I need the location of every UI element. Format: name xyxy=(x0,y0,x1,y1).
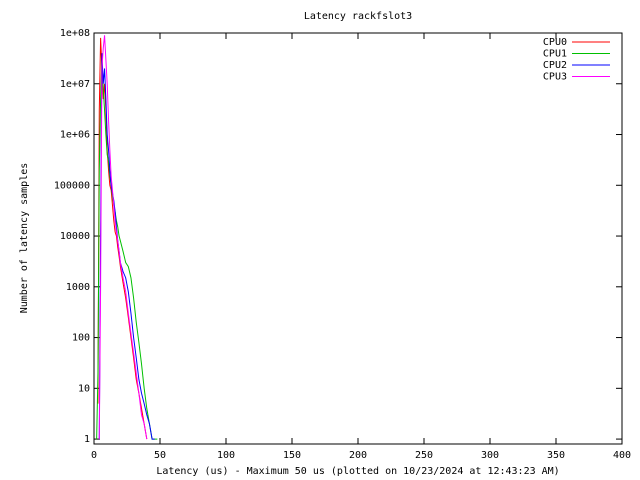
x-tick-label: 150 xyxy=(283,450,301,461)
x-tick-label: 350 xyxy=(547,450,565,461)
series-line xyxy=(98,53,155,440)
series-line xyxy=(97,37,148,440)
x-tick-label: 300 xyxy=(481,450,499,461)
legend-label: CPU3 xyxy=(543,72,567,83)
series-line xyxy=(96,59,158,440)
x-tick-label: 100 xyxy=(217,450,235,461)
x-axis-label: Latency (us) - Maximum 50 us (plotted on… xyxy=(156,466,559,477)
x-tick-label: 400 xyxy=(613,450,631,461)
legend-label: CPU0 xyxy=(543,37,567,48)
y-axis-label: Number of latency samples xyxy=(19,163,30,314)
chart-title: Latency rackfslot3 xyxy=(304,11,412,22)
y-tick-label: 1e+06 xyxy=(60,130,90,141)
plot-border xyxy=(93,32,623,445)
y-tick-label: 1e+07 xyxy=(60,79,90,90)
y-tick-label: 100000 xyxy=(54,180,90,191)
legend-label: CPU1 xyxy=(543,49,567,60)
y-tick-label: 1 xyxy=(84,434,90,445)
x-tick-label: 250 xyxy=(415,450,433,461)
y-tick-label: 10 xyxy=(78,383,90,394)
y-tick-label: 1000 xyxy=(66,282,90,293)
x-tick-label: 0 xyxy=(91,450,97,461)
y-tick-label: 10000 xyxy=(60,231,90,242)
legend-label: CPU2 xyxy=(543,60,567,71)
x-tick-label: 200 xyxy=(349,450,367,461)
x-tick-label: 50 xyxy=(154,450,166,461)
y-tick-label: 100 xyxy=(72,333,90,344)
series-line xyxy=(98,35,148,440)
y-tick-label: 1e+08 xyxy=(60,28,90,39)
